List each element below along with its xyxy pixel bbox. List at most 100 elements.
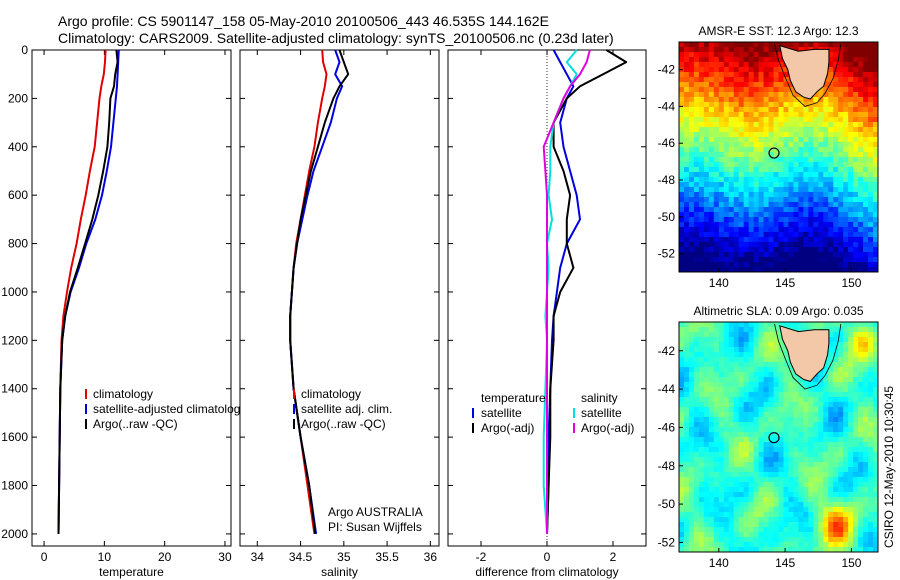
- map-cell: [723, 512, 730, 518]
- map-cell: [793, 227, 799, 233]
- map-cell: [679, 197, 685, 203]
- map-cell: [693, 222, 700, 228]
- map-cell: [748, 57, 755, 63]
- map-cell: [778, 242, 784, 248]
- map-cell: [733, 162, 740, 168]
- map-cell: [688, 542, 695, 548]
- map-cell: [763, 517, 769, 523]
- map-cell: [873, 437, 879, 443]
- map-cell: [713, 117, 720, 123]
- map-cell: [793, 42, 799, 48]
- x-tick-label: 150: [841, 556, 861, 570]
- map-cell: [758, 412, 764, 418]
- map-cell: [868, 547, 874, 553]
- map-cell: [713, 457, 720, 463]
- map-cell: [833, 237, 839, 243]
- map-cell: [798, 97, 804, 103]
- map-cell: [713, 427, 720, 433]
- x-tick-label: 35: [337, 550, 351, 564]
- map-cell: [778, 112, 784, 118]
- map-cell: [698, 417, 705, 423]
- map-cell: [743, 247, 750, 253]
- map-cell: [698, 257, 705, 263]
- map-cell: [728, 222, 735, 228]
- map-cell: [718, 102, 725, 108]
- map-cell: [828, 537, 834, 543]
- map-cell: [863, 127, 869, 133]
- map-cell: [713, 347, 720, 353]
- map-cell: [858, 47, 864, 53]
- map-cell: [713, 212, 720, 218]
- map-cell: [873, 67, 879, 73]
- map-cell: [813, 427, 819, 433]
- map-cell: [798, 162, 804, 168]
- map-cell: [788, 257, 794, 263]
- map-cell: [728, 387, 735, 393]
- map-cell: [738, 387, 745, 393]
- map-cell: [783, 217, 789, 223]
- map-cell: [703, 127, 710, 133]
- map-cell: [848, 97, 854, 103]
- map-cell: [713, 437, 720, 443]
- map-cell: [813, 447, 819, 453]
- map-cell: [703, 102, 710, 108]
- map-cell: [723, 262, 730, 268]
- map-cell: [773, 262, 779, 268]
- map-cell: [848, 267, 854, 273]
- y-tick-label: -44: [658, 99, 676, 113]
- map-cell: [858, 382, 864, 388]
- map-cell: [753, 387, 760, 393]
- map-cell: [728, 227, 735, 233]
- map-cell: [718, 362, 725, 368]
- map-cell: [723, 347, 730, 353]
- map-cell: [693, 427, 700, 433]
- map-cell: [818, 222, 824, 228]
- map-cell: [868, 162, 874, 168]
- map-cell: [763, 527, 769, 533]
- map-cell: [683, 82, 690, 88]
- map-cell: [768, 257, 774, 263]
- map-cell: [838, 47, 844, 53]
- map-cell: [768, 537, 774, 543]
- map-cell: [683, 187, 690, 193]
- map-cell: [833, 172, 839, 178]
- map-cell: [818, 252, 824, 258]
- map-cell: [713, 472, 720, 478]
- map-cell: [793, 232, 799, 238]
- map-cell: [723, 497, 730, 503]
- map-cell: [858, 97, 864, 103]
- map-cell: [708, 412, 715, 418]
- map-cell: [679, 452, 685, 458]
- map-cell: [743, 232, 750, 238]
- map-cell: [778, 202, 784, 208]
- map-cell: [788, 542, 794, 548]
- map-cell: [863, 377, 869, 383]
- map-cell: [713, 492, 720, 498]
- map-cell: [758, 237, 764, 243]
- map-cell: [793, 217, 799, 223]
- map-cell: [738, 542, 745, 548]
- map-cell: [813, 262, 819, 268]
- map-cell: [698, 367, 705, 373]
- map-cell: [853, 97, 859, 103]
- map-cell: [703, 432, 710, 438]
- map-cell: [703, 262, 710, 268]
- map-cell: [803, 527, 809, 533]
- y-tick-label: -46: [658, 420, 676, 434]
- map-cell: [733, 402, 740, 408]
- map-cell: [703, 107, 710, 113]
- map-cell: [713, 172, 720, 178]
- map-cell: [683, 512, 690, 518]
- map-cell: [788, 217, 794, 223]
- map-cell: [868, 87, 874, 93]
- map-cell: [679, 487, 685, 493]
- map-cell: [693, 462, 700, 468]
- map-cell: [863, 172, 869, 178]
- map-cell: [833, 332, 839, 338]
- map-cell: [838, 117, 844, 123]
- map-cell: [853, 382, 859, 388]
- map-cell: [728, 207, 735, 213]
- map-cell: [718, 477, 725, 483]
- map-cell: [768, 127, 774, 133]
- map-cell: [793, 447, 799, 453]
